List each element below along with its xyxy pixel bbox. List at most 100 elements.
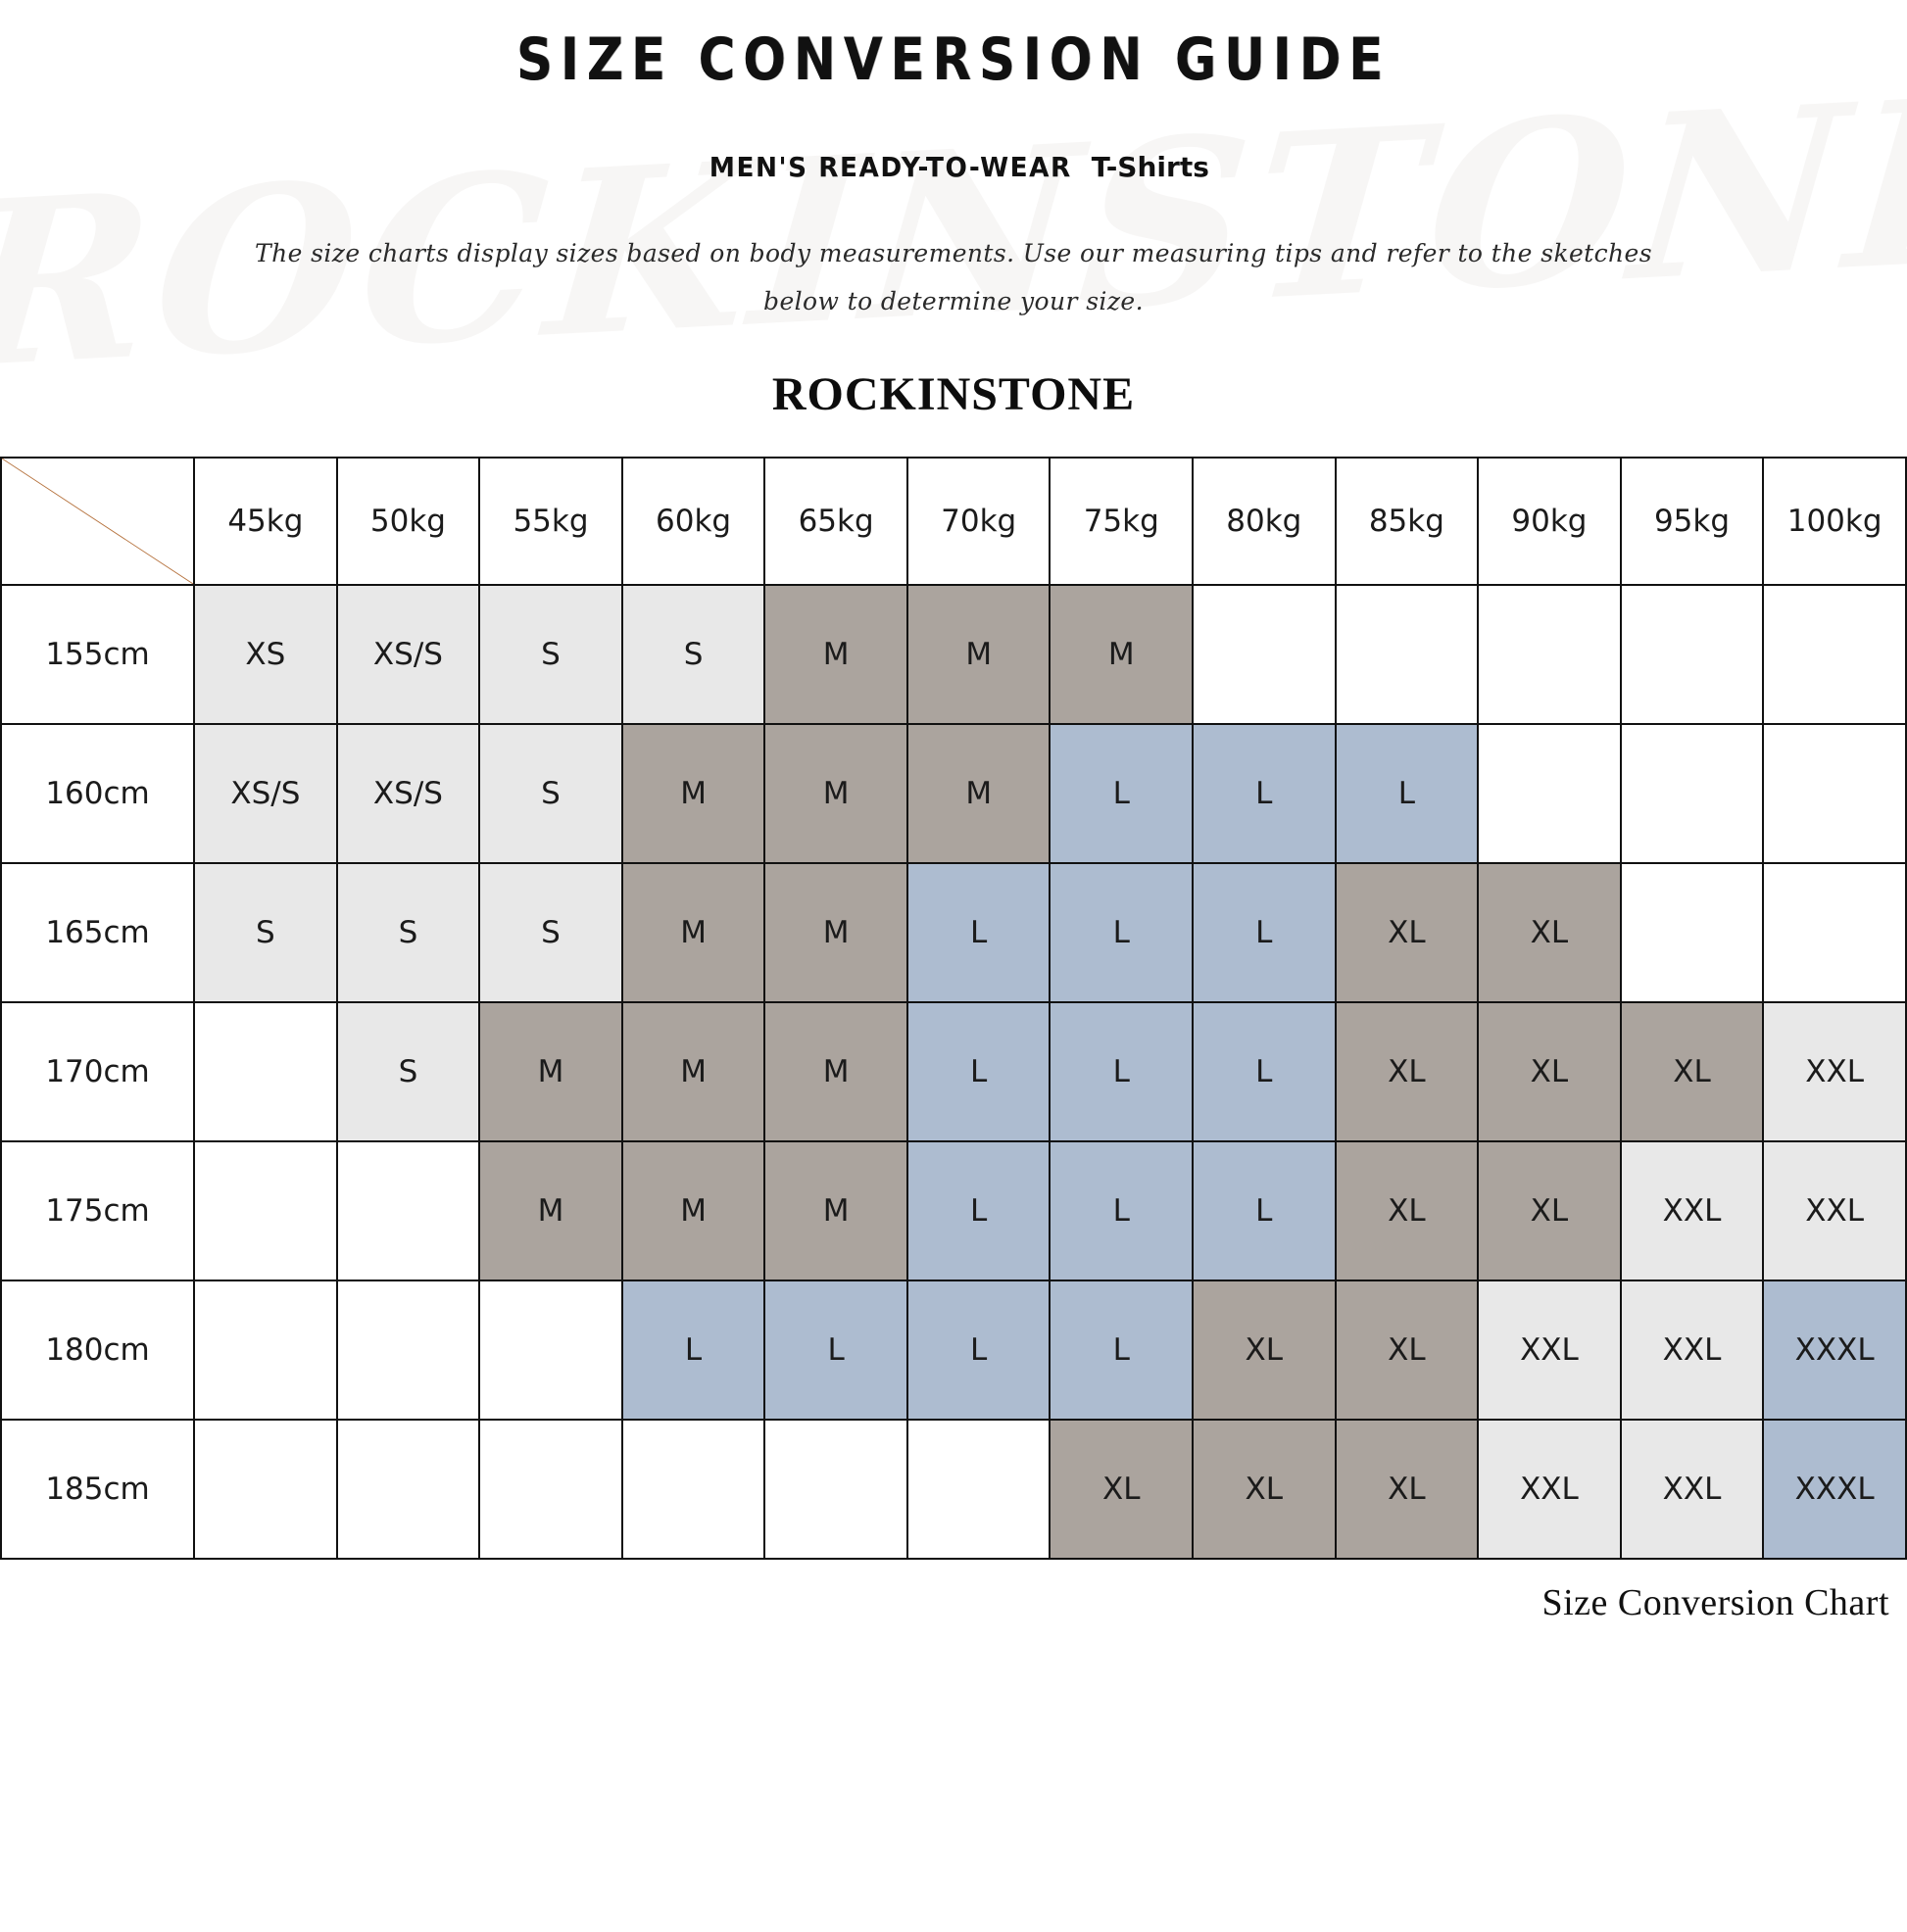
size-cell: XXL xyxy=(1619,1279,1765,1421)
subtitle-garment: T-Shirts xyxy=(1091,151,1209,183)
size-cell: M xyxy=(905,722,1051,864)
page-title: SIZE CONVERSION GUIDE xyxy=(515,25,1392,94)
column-header-weight: 60kg xyxy=(620,456,766,586)
size-cell-empty xyxy=(620,1418,766,1560)
size-cell-empty xyxy=(1619,722,1765,864)
size-cell-empty xyxy=(335,1279,481,1421)
size-cell: M xyxy=(620,722,766,864)
column-header-weight: 50kg xyxy=(335,456,481,586)
size-cell: L xyxy=(905,1000,1051,1142)
size-cell: S xyxy=(478,861,623,1003)
table-row: 155cm XS XS/S S S M M M xyxy=(0,583,1907,725)
size-cell: M xyxy=(763,1139,908,1281)
size-cell: S xyxy=(478,722,623,864)
size-cell-empty xyxy=(335,1418,481,1560)
size-conversion-table: 45kg 50kg 55kg 60kg 65kg 70kg 75kg 80kg 85kg 90kg… xyxy=(0,456,1907,1560)
size-cell: XXL xyxy=(1477,1418,1622,1560)
size-cell-empty xyxy=(1762,583,1907,725)
size-cell-empty xyxy=(1477,583,1622,725)
size-cell-empty xyxy=(1619,861,1765,1003)
size-cell: XXL xyxy=(1762,1139,1907,1281)
size-cell: L xyxy=(1192,1139,1337,1281)
size-cell-empty xyxy=(478,1279,623,1421)
size-cell: M xyxy=(763,722,908,864)
size-cell: S xyxy=(620,583,766,725)
table-row: 185cm XL XL XL XXL XXL XXXL xyxy=(0,1418,1907,1560)
size-cell: XL xyxy=(1192,1279,1337,1421)
size-cell-empty xyxy=(1619,583,1765,725)
size-cell: L xyxy=(1049,722,1195,864)
size-cell: XL xyxy=(1477,861,1622,1003)
column-header-weight: 90kg xyxy=(1477,456,1622,586)
size-cell-empty xyxy=(335,1139,481,1281)
size-cell: M xyxy=(763,1000,908,1142)
size-cell: L xyxy=(1049,1139,1195,1281)
table-row: 175cm M M M L L L XL XL XXL XXL xyxy=(0,1139,1907,1281)
size-cell: L xyxy=(763,1279,908,1421)
header-row: 45kg 50kg 55kg 60kg 65kg 70kg 75kg 80kg 85kg 90kg… xyxy=(0,456,1907,586)
size-cell: M xyxy=(1049,583,1195,725)
column-header-weight: 45kg xyxy=(193,456,338,586)
size-cell: XXL xyxy=(1619,1418,1765,1560)
size-cell: XL xyxy=(1049,1418,1195,1560)
row-header-height: 155cm xyxy=(0,583,196,725)
size-cell: L xyxy=(1049,861,1195,1003)
size-cell-empty xyxy=(1192,583,1337,725)
column-header-weight: 80kg xyxy=(1192,456,1337,586)
row-header-height: 165cm xyxy=(0,861,196,1003)
size-cell-empty xyxy=(763,1418,908,1560)
size-cell: L xyxy=(905,861,1051,1003)
row-header-height: 170cm xyxy=(0,1000,196,1142)
size-cell: XXL xyxy=(1619,1139,1765,1281)
brand-name: ROCKINSTONE xyxy=(771,367,1136,420)
header-block: SIZE CONVERSION GUIDE MEN'S READY-TO-WEA… xyxy=(0,25,1907,421)
footer-caption: Size Conversion Chart xyxy=(1541,1581,1889,1623)
size-cell: M xyxy=(763,583,908,725)
size-cell: L xyxy=(1192,861,1337,1003)
size-cell: XL xyxy=(1334,1139,1480,1281)
size-cell: XXL xyxy=(1762,1000,1907,1142)
size-cell: M xyxy=(620,861,766,1003)
size-cell: M xyxy=(478,1139,623,1281)
size-cell-empty xyxy=(193,1139,338,1281)
row-header-height: 185cm xyxy=(0,1418,196,1560)
size-cell: XL xyxy=(1477,1000,1622,1142)
description-line-1: The size charts display sizes based on b… xyxy=(255,239,1652,267)
size-cell: XL xyxy=(1477,1139,1622,1281)
column-header-weight: 100kg xyxy=(1762,456,1907,586)
size-cell: XL xyxy=(1619,1000,1765,1142)
column-header-weight: 65kg xyxy=(763,456,908,586)
size-cell: L xyxy=(905,1279,1051,1421)
subtitle-category: MEN'S READY-TO-WEAR xyxy=(709,151,1072,183)
table-body: 155cm XS XS/S S S M M M 160cm XS/S XS/S S M M M L L L 165c… xyxy=(0,583,1907,1560)
size-cell: L xyxy=(1049,1279,1195,1421)
size-cell: M xyxy=(763,861,908,1003)
table-row: 170cm S M M M L L L XL XL XL XXL xyxy=(0,1000,1907,1142)
size-cell: XS/S xyxy=(193,722,338,864)
size-cell-empty xyxy=(1477,722,1622,864)
size-guide-page: SIZE CONVERSION GUIDE MEN'S READY-TO-WEA… xyxy=(0,25,1907,1624)
size-cell: XS xyxy=(193,583,338,725)
corner-diagonal-cell xyxy=(0,456,196,586)
size-cell: XXL xyxy=(1477,1279,1622,1421)
description-text: The size charts display sizes based on b… xyxy=(0,230,1907,326)
table-row: 160cm XS/S XS/S S M M M L L L xyxy=(0,722,1907,864)
size-cell: XL xyxy=(1334,1418,1480,1560)
size-cell: M xyxy=(620,1000,766,1142)
row-header-height: 180cm xyxy=(0,1279,196,1421)
size-cell: M xyxy=(905,583,1051,725)
size-cell-empty xyxy=(478,1418,623,1560)
size-cell: XL xyxy=(1334,1279,1480,1421)
size-cell: M xyxy=(478,1000,623,1142)
subtitle: MEN'S READY-TO-WEAR T-Shirts xyxy=(0,151,1907,183)
table-row: 180cm L L L L XL XL XXL XXL XXXL xyxy=(0,1279,1907,1421)
column-header-weight: 95kg xyxy=(1619,456,1765,586)
size-cell: XL xyxy=(1334,861,1480,1003)
column-header-weight: 55kg xyxy=(478,456,623,586)
diagonal-slash-icon xyxy=(2,459,193,584)
size-cell: XS/S xyxy=(335,722,481,864)
table-header: 45kg 50kg 55kg 60kg 65kg 70kg 75kg 80kg 85kg 90kg… xyxy=(0,456,1907,586)
size-cell: XS/S xyxy=(335,583,481,725)
column-header-weight: 85kg xyxy=(1334,456,1480,586)
size-cell: L xyxy=(1192,722,1337,864)
